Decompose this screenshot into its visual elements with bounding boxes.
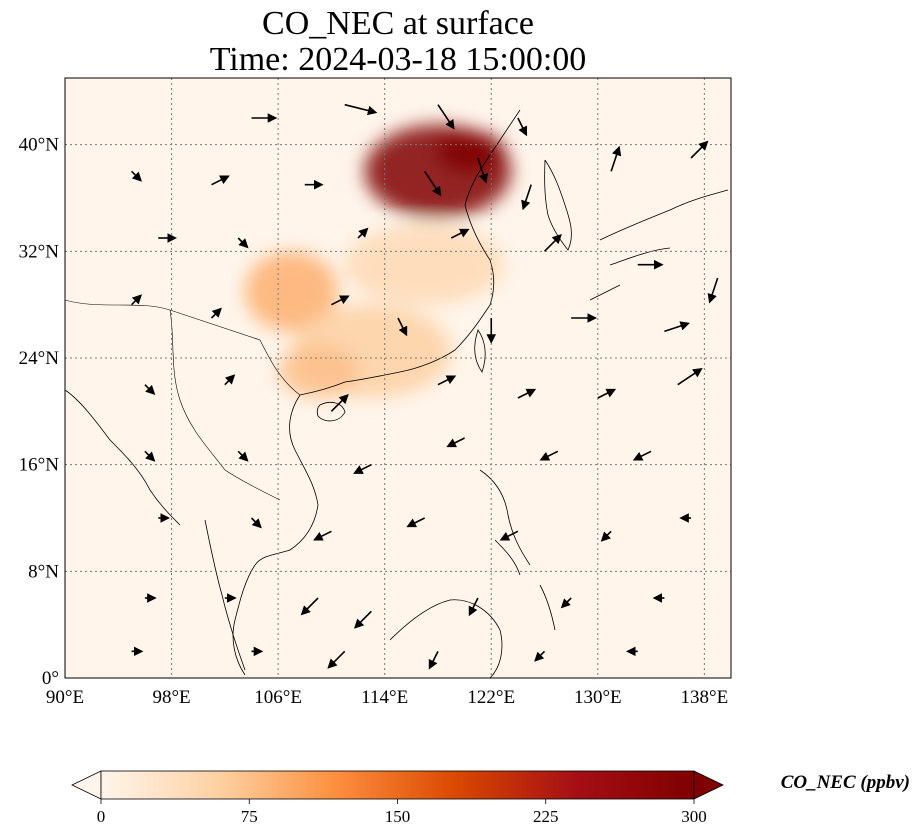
lon-tick-label: 98°E <box>152 687 190 708</box>
lat-tick-label: 32°N <box>19 241 60 262</box>
wind-vectors <box>131 103 719 670</box>
wind-arrow <box>450 228 470 239</box>
wind-arrow <box>446 437 465 448</box>
lon-tick-label: 90°E <box>46 687 84 708</box>
plume-guangxi <box>278 344 359 399</box>
korea-coast <box>544 159 572 251</box>
wind-arrow <box>144 384 156 396</box>
lat-tick-label: 40°N <box>19 135 60 156</box>
wind-arrow <box>610 145 622 172</box>
colorbar-body <box>100 770 695 800</box>
lat-tick-label: 24°N <box>19 348 60 369</box>
wind-arrow <box>397 317 408 337</box>
colorbar-tick-label: 225 <box>533 807 559 826</box>
wind-arrow <box>468 597 479 617</box>
wind-arrow <box>423 170 442 197</box>
colorbar-tick-label: 150 <box>385 807 411 826</box>
coastlines <box>65 109 729 678</box>
wind-arrow <box>327 650 346 669</box>
wind-arrow <box>331 295 350 306</box>
wind-arrow <box>300 597 319 616</box>
chart-title: CO_NEC at surface <box>262 5 534 42</box>
colorbar-extend-low <box>71 770 102 800</box>
border-lines <box>65 299 301 501</box>
wind-arrow <box>600 530 612 542</box>
wind-arrow <box>677 368 703 386</box>
wind-arrow <box>534 650 546 662</box>
malay-peninsula <box>204 519 246 671</box>
wind-arrow <box>707 277 719 304</box>
wind-arrow <box>353 610 372 629</box>
longitude-tick-labels: 90°E 98°E 106°E 114°E 122°E 130°E 138°E <box>46 687 728 708</box>
colorbar-ticks: 0 75 150 225 300 <box>97 799 707 826</box>
wind-arrow <box>477 157 488 184</box>
wind-arrow <box>690 140 709 159</box>
wind-arrow <box>664 321 690 333</box>
wind-arrow <box>131 294 142 306</box>
wind-arrow <box>330 393 349 412</box>
colorbar: 0 75 150 225 300 CO_NEC (ppbv) <box>71 770 910 826</box>
wind-arrow <box>560 597 572 609</box>
latitude-tick-labels: 0° 8°N 16°N 24°N 32°N 40°N <box>19 135 60 689</box>
wind-arrow <box>632 450 652 461</box>
wind-arrow <box>144 450 156 462</box>
lat-tick-label: 8°N <box>28 561 59 582</box>
wind-arrow <box>517 117 528 137</box>
japan-coast <box>589 189 729 301</box>
wind-arrow <box>131 170 142 182</box>
philippines-coast <box>479 469 556 631</box>
lon-tick-label: 122°E <box>467 687 515 708</box>
hainan-coast <box>316 401 346 422</box>
plume-yangtze-east <box>344 224 505 305</box>
colorbar-tick-label: 75 <box>241 807 258 826</box>
lon-tick-label: 106°E <box>254 687 302 708</box>
colorbar-tick-label: 300 <box>681 807 707 826</box>
lon-tick-label: 114°E <box>361 687 408 708</box>
gridlines <box>65 78 731 678</box>
chart-subtitle-time: Time: 2024-03-18 15:00:00 <box>209 41 587 78</box>
plume-bohai-core <box>437 131 505 172</box>
wind-arrow <box>521 184 532 211</box>
wind-arrow <box>344 103 378 116</box>
lon-tick-label: 130°E <box>574 687 622 708</box>
wind-arrow <box>437 375 457 386</box>
wind-arrow <box>357 227 369 239</box>
wind-arrow <box>237 237 249 249</box>
lat-tick-label: 16°N <box>19 455 60 476</box>
wind-arrow <box>237 450 249 462</box>
wind-arrow <box>210 307 222 319</box>
wind-arrow <box>597 388 617 399</box>
map-border <box>64 77 732 679</box>
taiwan-coast <box>474 329 486 373</box>
indochina-coast <box>232 394 319 676</box>
wind-arrow <box>428 650 439 670</box>
lat-tick-label: 0° <box>42 668 59 689</box>
wind-arrow <box>313 530 332 541</box>
wind-arrow <box>211 175 230 186</box>
colorbar-extend-high <box>693 770 724 800</box>
wind-arrow <box>543 233 562 252</box>
lon-tick-label: 138°E <box>681 687 729 708</box>
wind-arrow <box>517 388 537 399</box>
wind-arrow <box>499 530 519 541</box>
plume-sichuan <box>244 251 339 332</box>
colorbar-tick-label: 0 <box>97 807 106 826</box>
wind-arrow <box>539 450 559 461</box>
colorbar-title: CO_NEC (ppbv) <box>781 772 910 793</box>
wind-arrow <box>353 463 372 474</box>
wind-arrow <box>250 517 262 529</box>
myanmar-coast <box>65 389 181 526</box>
wind-arrow <box>437 104 455 130</box>
wind-arrow <box>224 374 236 386</box>
wind-arrow <box>406 517 425 528</box>
borneo-coast <box>389 599 503 678</box>
